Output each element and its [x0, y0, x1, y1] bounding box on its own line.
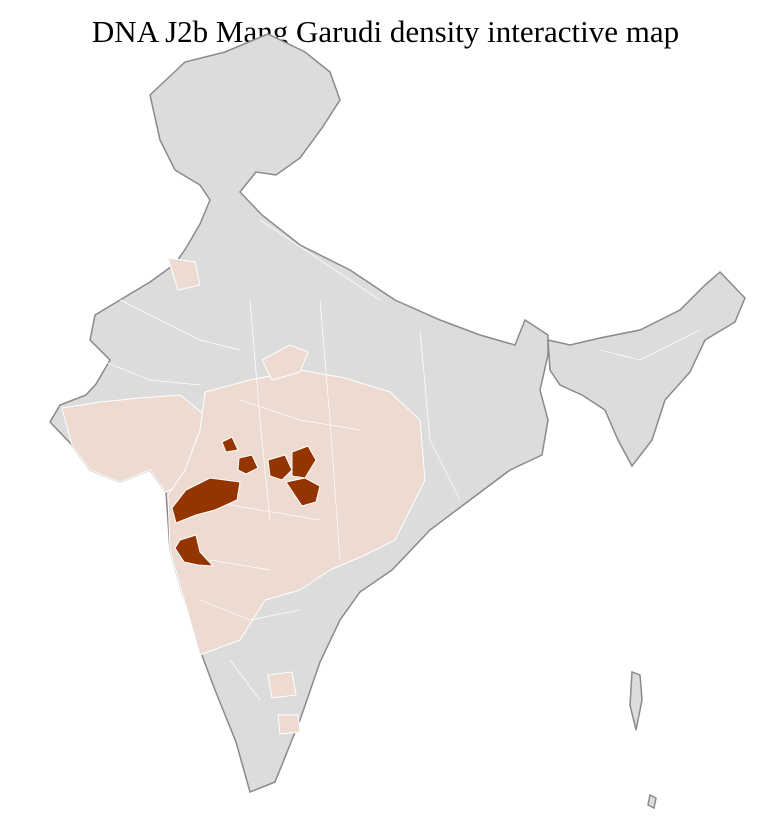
high-density-district-2[interactable] [237, 454, 259, 475]
northeast-india[interactable] [547, 270, 746, 468]
low-density-rajasthan[interactable] [167, 257, 201, 291]
high-density-district-4[interactable] [291, 445, 317, 479]
nicobar-islands[interactable] [647, 793, 657, 810]
map-title: DNA J2b Mang Garudi density interactive … [91, 14, 680, 49]
low-density-tamil-nadu[interactable] [267, 671, 297, 699]
high-density-district-7[interactable] [174, 534, 215, 567]
high-density-district-3[interactable] [267, 454, 293, 481]
high-density-district-1[interactable] [221, 436, 239, 453]
high-density-district-5[interactable] [285, 477, 321, 507]
low-density-south[interactable] [277, 714, 301, 735]
low-density-north-mp[interactable] [261, 344, 309, 381]
district-grid [99, 219, 701, 701]
andaman-islands[interactable] [629, 670, 643, 731]
high-density-district-6[interactable] [171, 477, 241, 524]
